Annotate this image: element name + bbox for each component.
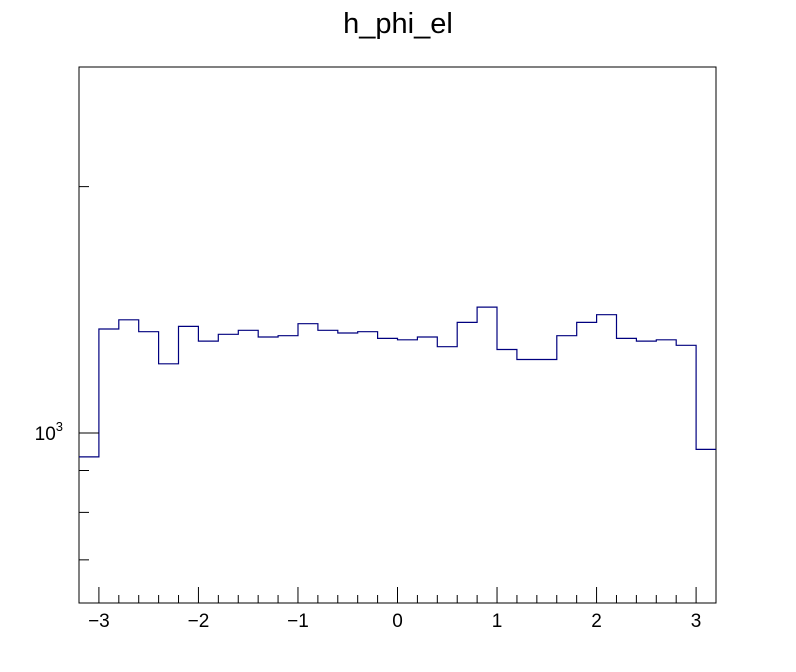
histogram-bin <box>616 338 636 603</box>
chart-title: h_phi_el <box>343 8 453 40</box>
histogram-bin <box>398 340 418 603</box>
histogram-bin <box>656 340 676 603</box>
x-tick-label: 3 <box>691 611 702 632</box>
histogram-series-line <box>79 306 716 458</box>
x-tick-label: 1 <box>492 611 503 632</box>
histogram-bin <box>676 345 696 603</box>
x-tick-label: −3 <box>88 611 110 632</box>
histogram-bin <box>218 334 238 603</box>
histogram-bin <box>238 330 258 603</box>
histogram-bin <box>119 320 139 603</box>
x-tick-label: −2 <box>188 611 210 632</box>
histogram-bin <box>79 457 99 603</box>
histogram-bin <box>298 324 318 603</box>
histogram-bin <box>417 337 437 603</box>
x-tick-label: −1 <box>287 611 309 632</box>
histogram-bin <box>338 333 358 603</box>
histogram-bin <box>139 332 159 603</box>
histogram-bin <box>278 336 298 603</box>
histogram-bin <box>179 326 199 603</box>
histogram-bin <box>159 364 179 603</box>
histogram-bin <box>597 315 617 603</box>
histogram-bin <box>696 449 716 603</box>
histogram-bin <box>437 347 457 603</box>
histogram-bin <box>258 337 278 603</box>
histogram-bin <box>497 349 517 603</box>
histogram-bin <box>557 336 577 603</box>
plot-area: −3 −2 −1 0 1 2 3 103 <box>35 66 717 632</box>
histogram-bin <box>378 338 398 603</box>
histogram-bin <box>636 341 656 603</box>
x-tick-label: 0 <box>392 611 403 632</box>
histogram-bin <box>457 322 477 603</box>
histogram-bin <box>99 329 119 603</box>
y-tick-label: 103 <box>35 419 63 445</box>
histogram-bin <box>477 307 497 603</box>
histogram-bin <box>358 332 378 603</box>
histogram-bin <box>517 359 537 603</box>
histogram-bin <box>318 330 338 603</box>
x-tick-label: 2 <box>591 611 602 632</box>
histogram-bin <box>537 359 557 603</box>
histogram-bin <box>577 322 597 603</box>
histogram-bin <box>198 341 218 603</box>
